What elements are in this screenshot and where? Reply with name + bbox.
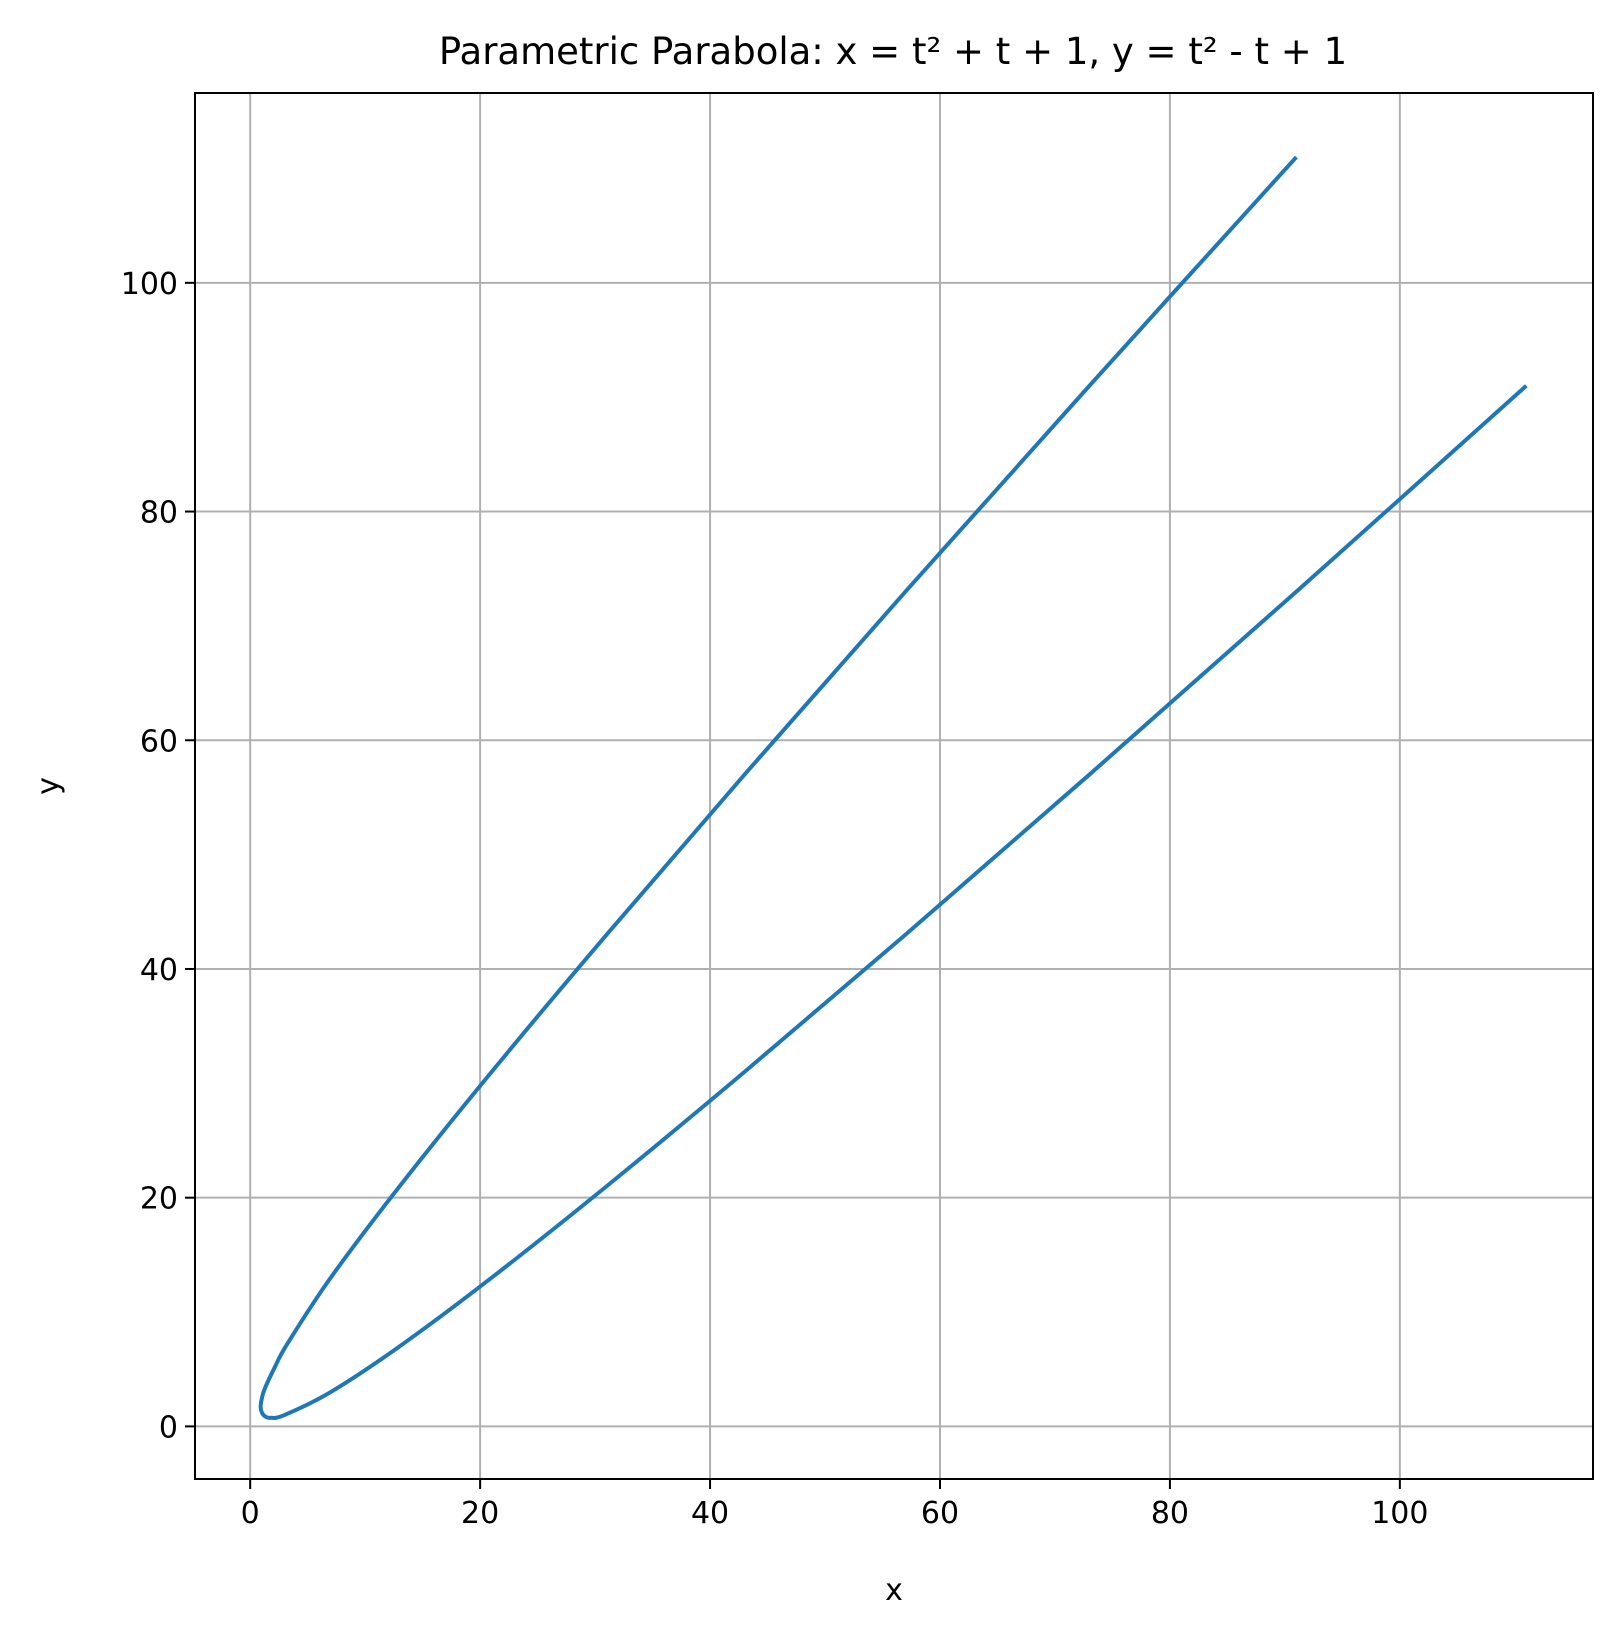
- x-tick-label: 80: [1151, 1496, 1189, 1531]
- x-tick-label: 0: [241, 1496, 260, 1531]
- grid-lines: [195, 93, 1593, 1479]
- chart-title: Parametric Parabola: x = t² + t + 1, y =…: [439, 30, 1347, 73]
- x-tick-label: 60: [921, 1496, 959, 1531]
- parabola-series-line: [258, 155, 1528, 1420]
- y-axis-ticks: 0 20 40 60 80 100: [121, 267, 195, 1445]
- y-axis-label: y: [31, 777, 66, 795]
- x-tick-label: 20: [461, 1496, 499, 1531]
- x-tick-label: 100: [1371, 1496, 1428, 1531]
- y-tick-label: 60: [140, 724, 178, 759]
- x-axis-label: x: [885, 1573, 903, 1608]
- y-tick-label: 80: [140, 496, 178, 531]
- y-tick-label: 0: [159, 1410, 178, 1445]
- y-tick-label: 100: [121, 267, 178, 302]
- axes-frame: [194, 92, 1594, 1480]
- y-tick-label: 40: [140, 953, 178, 988]
- x-tick-label: 40: [691, 1496, 729, 1531]
- y-tick-label: 20: [140, 1182, 178, 1217]
- x-axis-ticks: 0 20 40 60 80 100: [241, 1479, 1428, 1531]
- series-group: [258, 155, 1528, 1420]
